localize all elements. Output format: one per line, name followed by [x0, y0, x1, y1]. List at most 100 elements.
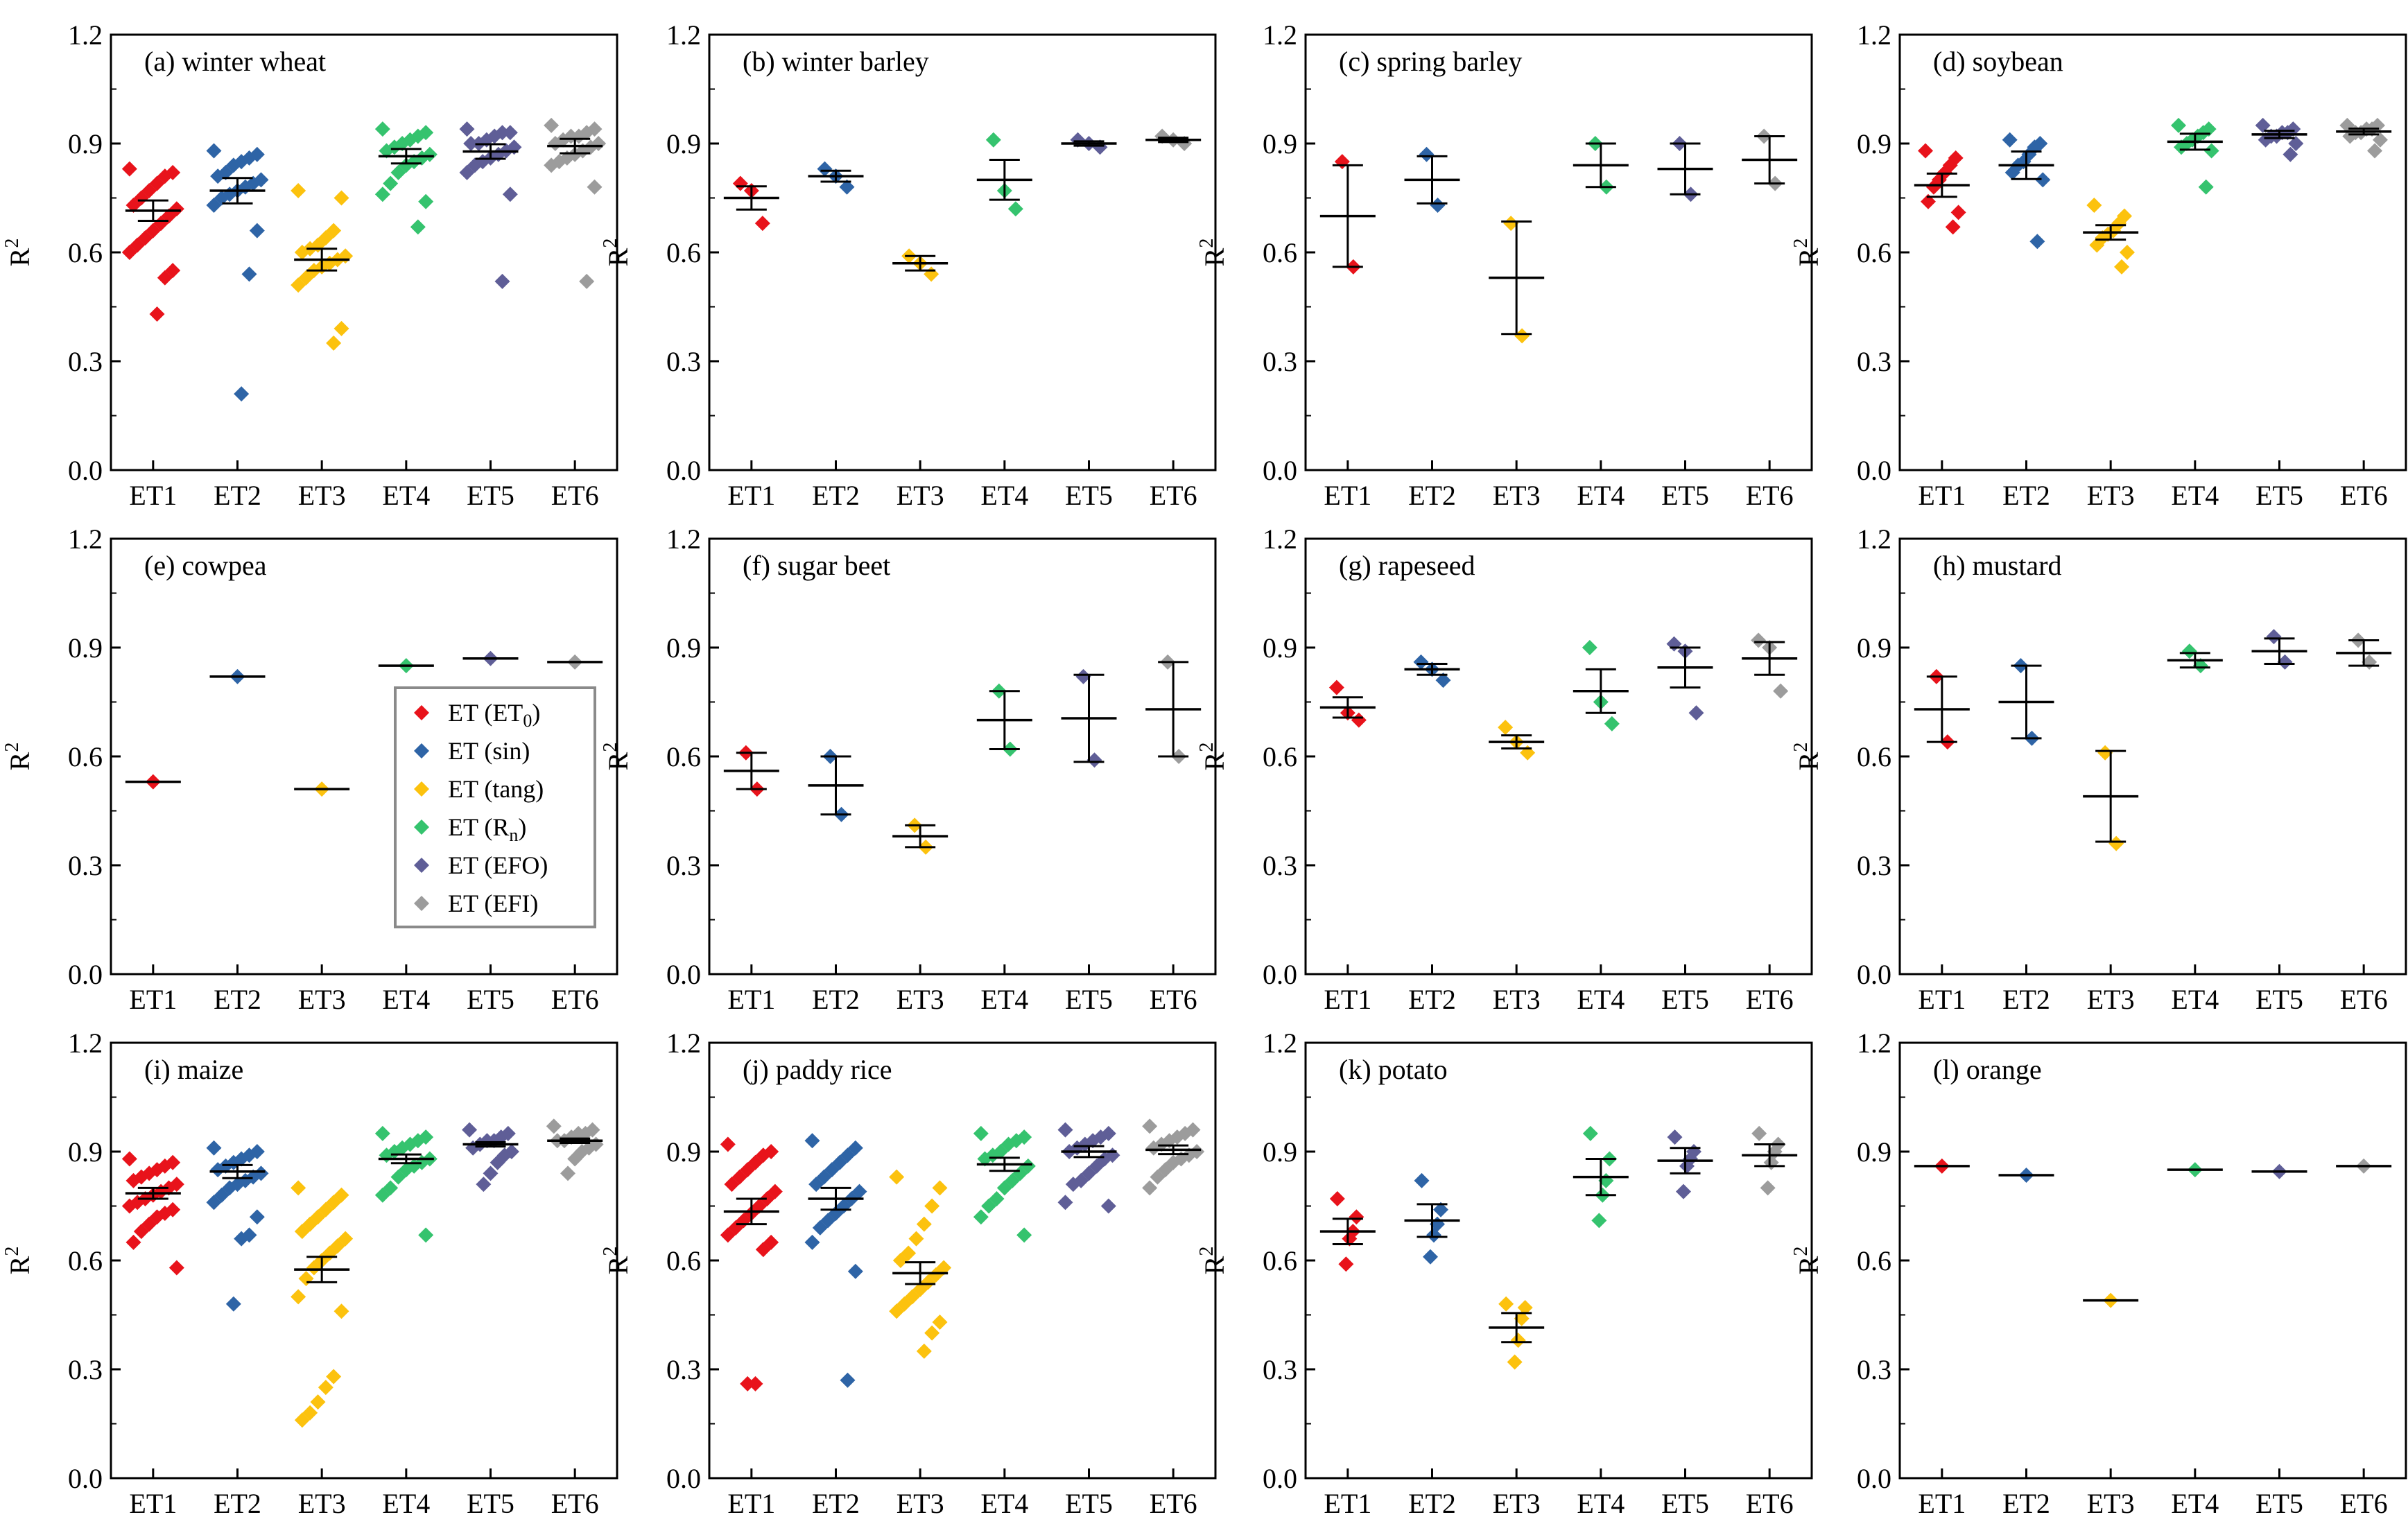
data-point	[234, 386, 250, 402]
y-axis-label: R2	[1790, 743, 1824, 771]
legend: ET (ET0) ET (sin) ET (tang) ET (Rn) ET (EFO)…	[394, 686, 596, 928]
y-tick-label: 0.0	[1263, 1463, 1297, 1494]
data-point	[1582, 640, 1597, 655]
y-axis-label: R2	[1, 239, 35, 267]
x-tick-label: ET3	[896, 480, 944, 511]
data-point	[1760, 1180, 1776, 1196]
y-tick-label: 0.9	[666, 632, 701, 664]
data-point	[932, 1314, 948, 1330]
data-point	[732, 175, 748, 191]
x-tick-label: ET6	[551, 480, 599, 511]
panel-title: (f) sugar beet	[743, 550, 890, 581]
x-tick-label: ET5	[467, 1488, 514, 1519]
data-point	[1510, 1333, 1526, 1349]
data-point	[125, 1234, 141, 1250]
data-point	[168, 1260, 184, 1276]
data-point	[249, 1209, 265, 1225]
y-tick-label: 0.6	[1263, 237, 1297, 268]
data-point	[210, 168, 226, 184]
y-tick-label: 0.0	[1263, 959, 1297, 990]
y-tick-label: 0.3	[666, 1354, 701, 1385]
y-tick-label: 0.3	[666, 346, 701, 377]
x-tick-label: ET4	[980, 1488, 1028, 1519]
y-tick-label: 0.9	[1857, 632, 1891, 664]
panel: 0.0 0.3 0.6 0.9 1.2 R2 (l) orange ET1 ET2 ET3 ET4 E…	[1790, 1028, 2407, 1519]
data-point	[567, 1151, 583, 1167]
data-point	[747, 1376, 763, 1391]
data-point	[2372, 132, 2388, 148]
data-point	[804, 1133, 820, 1149]
data-point	[981, 1198, 997, 1214]
x-tick-label: ET1	[129, 1488, 177, 1519]
data-point	[2288, 136, 2304, 151]
legend-marker	[414, 781, 429, 797]
data-point	[1086, 752, 1102, 768]
data-point	[374, 1187, 390, 1203]
x-tick-label: ET2	[214, 480, 261, 511]
data-point	[985, 132, 1001, 148]
legend-label: ET (EFI)	[448, 890, 538, 917]
x-tick-label: ET4	[1577, 480, 1625, 511]
data-point	[1507, 1354, 1523, 1370]
data-point	[334, 320, 349, 336]
panel-title: (b) winter barley	[743, 46, 929, 77]
x-tick-label: ET6	[1150, 480, 1197, 511]
panel: 0.0 0.3 0.6 0.9 1.2 R2 (e) cowpea ET1 ET2 ET3 ET4 E…	[1, 523, 618, 1015]
data-point	[2258, 132, 2273, 148]
y-tick-label: 0.6	[68, 1245, 103, 1276]
data-point	[463, 136, 479, 151]
data-point	[1667, 1129, 1683, 1145]
y-tick-label: 0.3	[68, 1354, 103, 1385]
y-tick-label: 0.0	[1857, 1463, 1891, 1494]
y-tick-label: 0.0	[666, 455, 701, 486]
data-point	[889, 1303, 905, 1319]
y-tick-label: 0.6	[68, 741, 103, 772]
legend-marker	[414, 743, 429, 758]
panel: 0.0 0.3 0.6 0.9 1.2 R2 (a) winter wheat ET1 ET2 E…	[1, 19, 618, 511]
plot-frame	[1304, 1041, 1813, 1480]
plot-frame	[1304, 537, 1813, 976]
panel: 0.0 0.3 0.6 0.9 1.2 R2 (i) maize ET1 ET2 ET3 ET4 ET…	[1, 1028, 618, 1519]
x-tick-label: ET6	[2340, 480, 2388, 511]
data-point	[2203, 143, 2219, 159]
data-point	[502, 187, 518, 202]
panel-title: (d) soybean	[1933, 46, 2063, 77]
data-point	[973, 1125, 989, 1141]
legend-label: ET (Rn)	[448, 813, 526, 845]
data-point	[494, 273, 510, 289]
data-point	[206, 143, 222, 159]
x-tick-label: ET6	[1150, 1488, 1197, 1519]
data-point	[1414, 1172, 1430, 1188]
x-tick-label: ET4	[2171, 984, 2219, 1015]
x-tick-label: ET3	[1493, 480, 1541, 511]
x-tick-label: ET5	[1065, 984, 1113, 1015]
data-point	[1514, 1310, 1530, 1326]
x-tick-label: ET4	[382, 1488, 430, 1519]
data-point	[724, 1177, 740, 1193]
x-tick-label: ET1	[727, 1488, 775, 1519]
data-point	[546, 1118, 562, 1134]
data-point	[1342, 1231, 1358, 1247]
y-axis-label: R2	[600, 1247, 634, 1275]
data-point	[502, 125, 518, 141]
y-axis-label: R2	[1790, 1247, 1824, 1275]
x-tick-label: ET4	[1577, 984, 1625, 1015]
data-point	[249, 223, 265, 239]
x-tick-label: ET2	[812, 480, 860, 511]
data-point	[2114, 259, 2130, 275]
data-point	[234, 1231, 250, 1247]
x-tick-label: ET3	[298, 1488, 346, 1519]
legend-marker	[414, 820, 429, 835]
data-point	[241, 266, 257, 282]
data-point	[1676, 1183, 1691, 1199]
data-point	[1435, 673, 1451, 688]
data-point	[560, 1165, 576, 1181]
data-point	[1688, 705, 1704, 721]
data-point	[326, 335, 342, 351]
y-tick-label: 0.3	[1857, 850, 1891, 881]
x-tick-label: ET1	[1918, 1488, 1966, 1519]
panel: 0.0 0.3 0.6 0.9 1.2 R2 (c) spring barley ET1 ET2…	[1196, 19, 1813, 511]
data-point	[754, 216, 770, 232]
y-tick-label: 0.9	[68, 632, 103, 664]
x-tick-label: ET1	[129, 480, 177, 511]
